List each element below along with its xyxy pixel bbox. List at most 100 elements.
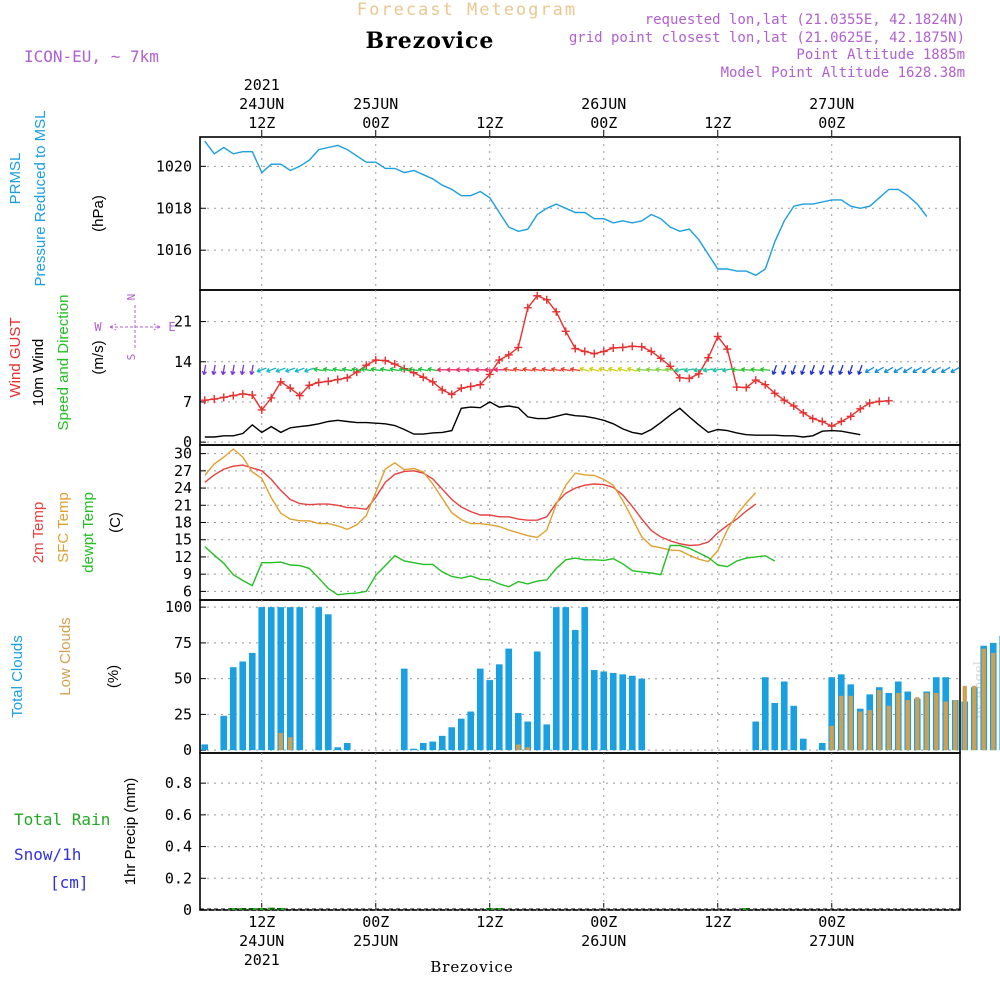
- gust-point: [751, 376, 760, 385]
- low-cloud-bar: [972, 685, 977, 751]
- wind-arrow: [408, 366, 419, 373]
- gust-point: [637, 342, 646, 351]
- total-cloud-bar: [780, 681, 788, 751]
- gust-point: [533, 291, 542, 300]
- gust-point: [257, 405, 266, 414]
- wind-arrow: [721, 367, 733, 373]
- wind-arrow: [493, 367, 505, 373]
- total-cloud-bar: [201, 744, 209, 751]
- wind-arrow: [693, 367, 704, 373]
- time-label: 00Z: [362, 114, 389, 132]
- legend-total-rain: Total Rain: [14, 810, 110, 829]
- footer-station: Brezovice: [430, 958, 514, 976]
- y-tick-label: 0: [183, 901, 192, 919]
- wind-arrow: [417, 366, 429, 373]
- wind-arrow: [239, 364, 245, 376]
- wind-arrow: [883, 366, 894, 374]
- y-tick-label: 1020: [156, 157, 192, 175]
- time-label: 12Z: [248, 913, 275, 931]
- total-cloud-bar: [220, 715, 228, 751]
- wind-arrow: [809, 364, 816, 376]
- total-cloud-bar: [400, 668, 408, 751]
- series-line-dewpt-temp: [204, 544, 776, 596]
- total-cloud-bar: [495, 664, 503, 751]
- compass-e: E: [168, 320, 175, 334]
- gust-point: [609, 343, 618, 352]
- time-label: 24JUN: [239, 932, 284, 950]
- wind-arrow: [864, 366, 875, 374]
- y-tick-label: 0: [183, 741, 192, 759]
- wind-arrow: [285, 367, 296, 373]
- total-cloud-bar: [828, 677, 836, 751]
- gust-point: [428, 377, 437, 386]
- wind-arrow: [800, 364, 806, 376]
- wind-arrow: [655, 367, 666, 373]
- wind-arrow: [931, 366, 941, 374]
- gust-point: [666, 362, 675, 371]
- gust-point: [419, 373, 428, 382]
- time-label: 2021: [244, 76, 280, 94]
- model-name: ICON-EU, ~ 7km: [24, 47, 159, 66]
- wind-arrow: [531, 366, 543, 373]
- wind-arrow: [588, 366, 600, 372]
- total-cloud-bar: [248, 652, 256, 751]
- wind-arrow: [201, 364, 207, 376]
- gust-point: [314, 378, 323, 387]
- total-cloud-bar: [467, 711, 475, 751]
- gust-point: [476, 380, 485, 389]
- y-tick-label: 100: [165, 598, 192, 616]
- total-cloud-bar: [524, 721, 532, 751]
- total-cloud-bar: [543, 724, 551, 751]
- total-cloud-bar: [619, 674, 627, 751]
- wind-arrow: [912, 366, 922, 374]
- series-line-sfc-temp: [204, 448, 757, 563]
- low-cloud-bar: [867, 710, 872, 751]
- gust-point: [599, 347, 608, 356]
- total-cloud-bar: [571, 630, 579, 751]
- total-cloud-bar: [562, 607, 570, 751]
- y-tick-label: 0.6: [165, 806, 192, 824]
- low-cloud-bar: [943, 701, 948, 751]
- low-cloud-bar: [953, 700, 958, 751]
- time-label: 27JUN: [809, 932, 854, 950]
- total-cloud-bar: [790, 705, 798, 751]
- wind-arrow: [731, 367, 742, 373]
- wind-arrow: [484, 367, 495, 373]
- legend-snow-unit: [cm]: [50, 873, 89, 892]
- gust-point: [523, 303, 532, 312]
- station-title: Brezovice: [366, 28, 495, 54]
- time-label: 00Z: [818, 114, 845, 132]
- wind-arrow: [370, 366, 381, 373]
- total-cloud-bar: [229, 667, 237, 751]
- grid-point-coords: grid point closest lon,lat (21.0625E, 42…: [569, 30, 965, 46]
- gust-point: [856, 404, 865, 413]
- wind-direction-arrows: [201, 364, 960, 376]
- time-label: 26JUN: [581, 95, 626, 113]
- gust-point: [713, 332, 722, 341]
- meteogram-title: Forecast Meteogram: [357, 0, 577, 20]
- y-tick-label: 75: [174, 634, 192, 652]
- wind-arrow: [617, 366, 628, 372]
- y-tick-label: 21: [174, 496, 192, 514]
- ylabel-2m-temp: 2m Temp: [30, 502, 47, 563]
- low-cloud-bar: [924, 692, 929, 751]
- total-cloud-bar: [457, 718, 465, 751]
- ylabel-prmsl: PRMSL: [7, 153, 24, 205]
- total-cloud-bar: [609, 672, 617, 751]
- ylabel-direction: Speed and Direction: [55, 295, 72, 431]
- gust-point: [618, 343, 627, 352]
- rain-bar: [229, 908, 238, 910]
- gust-point: [514, 343, 523, 352]
- gust-point: [276, 377, 285, 386]
- total-cloud-bar: [752, 721, 760, 751]
- panel-frame: [199, 289, 961, 446]
- wind-arrow: [838, 364, 844, 376]
- y-tick-label: 9: [183, 565, 192, 583]
- y-tick-label: 1018: [156, 199, 192, 217]
- gust-point: [343, 373, 352, 382]
- rain-bar: [495, 908, 504, 910]
- total-cloud-bar: [628, 675, 636, 751]
- y-tick-label: 15: [174, 531, 192, 549]
- wind-arrow: [389, 366, 400, 373]
